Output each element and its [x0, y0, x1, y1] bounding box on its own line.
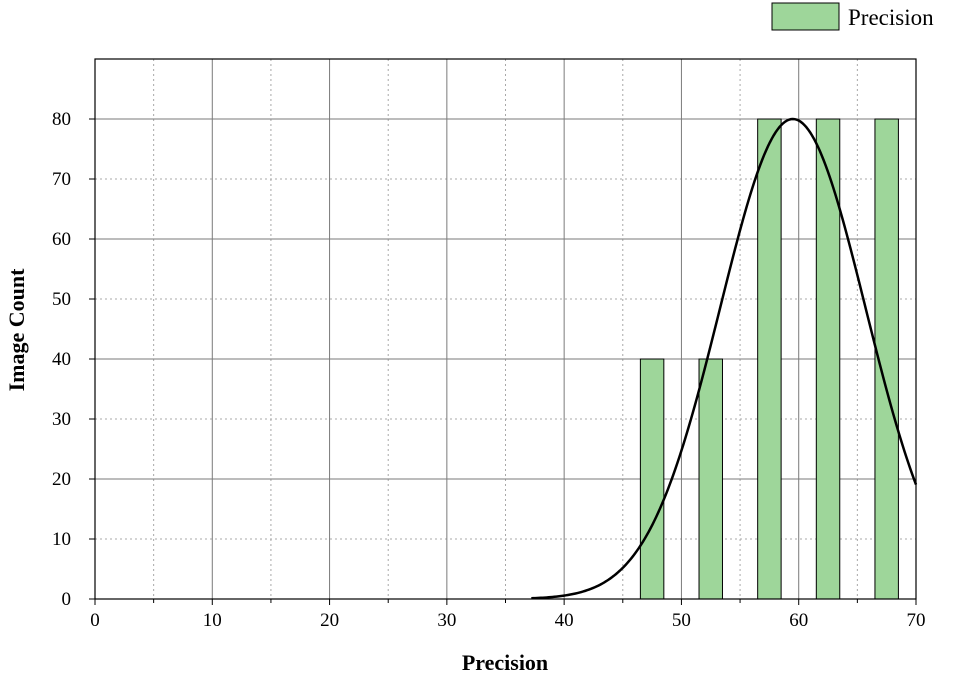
bar [698, 358, 723, 600]
normal-fit-curve [531, 117, 918, 600]
y-axis-title: Image Count [4, 268, 29, 392]
x-axis-tick-labels: 0 10 20 30 40 50 60 70 [90, 599, 926, 631]
bar [639, 358, 665, 600]
x-tick-label: 40 [555, 610, 574, 631]
legend: Precision [771, 2, 934, 31]
y-tick-label: 10 [52, 529, 71, 550]
bar [757, 118, 782, 600]
x-tick-label: 70 [907, 610, 926, 631]
x-tick-label: 10 [203, 610, 222, 631]
y-tick-label: 60 [52, 229, 71, 250]
y-tick-label: 50 [52, 289, 71, 310]
x-axis-title: Precision [462, 650, 548, 674]
bar-series [639, 118, 899, 600]
bar [815, 118, 841, 600]
y-tick-label: 80 [52, 109, 71, 130]
y-axis-tick-labels: 0 10 20 30 40 50 60 70 80 [52, 109, 95, 610]
x-tick-label: 0 [90, 610, 100, 631]
legend-swatch [771, 2, 840, 31]
x-tick-label: 50 [672, 610, 691, 631]
y-tick-label: 40 [52, 349, 71, 370]
y-tick-label: 70 [52, 169, 71, 190]
minor-gridlines [95, 59, 916, 599]
legend-label: Precision [848, 5, 934, 30]
x-tick-label: 30 [437, 610, 456, 631]
y-tick-label: 30 [52, 409, 71, 430]
y-tick-label: 0 [62, 589, 72, 610]
y-tick-label: 20 [52, 469, 71, 490]
x-tick-label: 20 [320, 610, 339, 631]
x-tick-label: 60 [789, 610, 808, 631]
